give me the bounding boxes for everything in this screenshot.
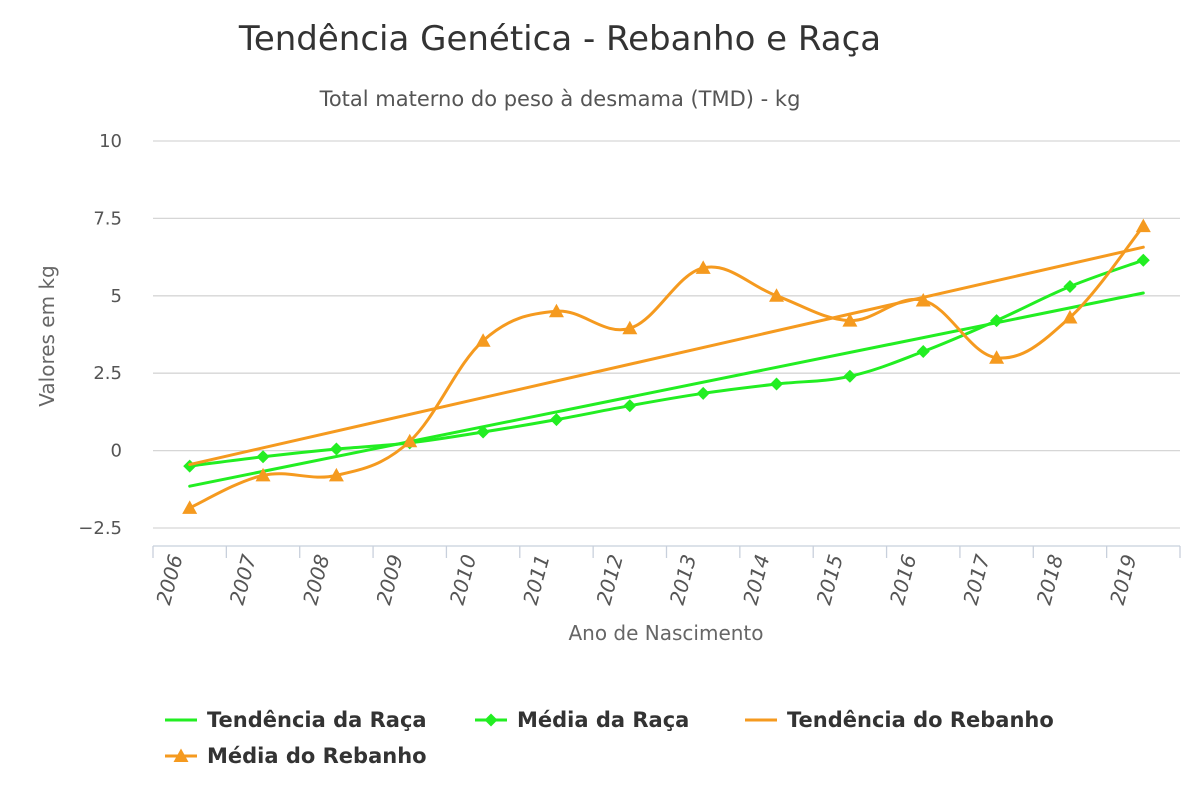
data-point-diamond [1136, 253, 1150, 267]
series-m-dia-da-ra-a [183, 253, 1150, 473]
data-point-diamond [256, 450, 270, 464]
series-line [188, 258, 1145, 468]
data-point-triangle [915, 292, 931, 307]
chart-subtitle: Total materno do peso à desmama (TMD) - … [319, 87, 801, 111]
data-point-diamond [990, 314, 1004, 328]
x-tick-label: 2008 [298, 552, 334, 607]
chart-title: Tendência Genética - Rebanho e Raça [238, 19, 881, 59]
data-point-triangle [695, 260, 711, 274]
series-line [188, 224, 1145, 510]
data-point-diamond [1063, 280, 1077, 294]
x-tick-label: 2018 [1032, 552, 1068, 607]
data-point-triangle [989, 350, 1005, 364]
legend-label: Tendência do Rebanho [787, 708, 1054, 732]
data-point-diamond [916, 345, 930, 359]
series-layer [182, 218, 1151, 514]
y-tick-label: 2.5 [93, 363, 122, 384]
x-tick-label: 2014 [738, 552, 774, 607]
data-point-triangle [769, 288, 785, 302]
x-tick-label: 2019 [1105, 552, 1141, 607]
legend-item[interactable]: Tendência da Raça [165, 708, 427, 732]
data-point-triangle [255, 467, 271, 482]
data-point-triangle [622, 320, 638, 335]
x-axis-label: Ano de Nascimento [568, 621, 763, 645]
legend-label: Tendência da Raça [207, 708, 427, 732]
data-point-triangle [182, 500, 198, 514]
data-point-triangle [548, 303, 564, 318]
data-point-diamond [549, 413, 563, 427]
series-line [188, 245, 1145, 467]
x-axis: 2006 2007 2008 2009 2010 2011 2012 2013 2014 2015… [151, 545, 1181, 608]
data-point-diamond [623, 399, 637, 413]
x-tick-label: 2017 [958, 552, 994, 608]
series-tend-ncia-do-rebanho [188, 245, 1145, 467]
legend-item[interactable]: Média da Raça [475, 708, 689, 732]
data-point-triangle [328, 467, 344, 482]
x-tick-label: 2016 [885, 552, 921, 607]
data-point-triangle [1135, 218, 1151, 233]
x-tick-label: 2009 [371, 552, 407, 607]
data-point-diamond [843, 369, 857, 383]
data-point-diamond [476, 425, 490, 439]
legend-label: Média da Raça [517, 708, 689, 732]
data-point-triangle [842, 313, 858, 327]
y-tick-label: 0 [111, 441, 122, 462]
x-tick-label: 2015 [812, 552, 848, 607]
x-tick-label: 2012 [591, 552, 627, 607]
y-axis-ticks: −2.5 0 2.5 5 7.5 10 [78, 131, 122, 539]
y-tick-label: 10 [99, 131, 122, 152]
data-point-diamond [484, 713, 498, 727]
data-point-triangle [402, 433, 418, 448]
y-tick-label: 7.5 [93, 208, 122, 229]
data-point-triangle [1062, 309, 1078, 324]
data-point-diamond [696, 386, 710, 400]
data-point-diamond [329, 442, 343, 456]
x-tick-label: 2006 [151, 552, 187, 607]
x-tick-label: 2013 [665, 552, 701, 607]
y-tick-label: 5 [111, 286, 122, 307]
data-point-triangle [475, 333, 491, 347]
legend-item[interactable]: Média do Rebanho [165, 744, 427, 768]
data-point-diamond [183, 459, 197, 473]
data-point-triangle [173, 748, 189, 762]
y-axis-label: Valores em kg [35, 265, 59, 406]
x-tick-label: 2010 [445, 552, 481, 607]
data-point-diamond [770, 377, 784, 391]
legend-label: Média do Rebanho [207, 744, 427, 768]
gridlines [153, 140, 1180, 529]
x-tick-label: 2007 [225, 552, 261, 608]
legend-item[interactable]: Tendência do Rebanho [745, 708, 1054, 732]
series-m-dia-do-rebanho [182, 218, 1151, 514]
legend: Tendência da Raça Média da Raça Tendência … [165, 708, 1054, 768]
y-tick-label: −2.5 [78, 518, 122, 539]
x-tick-label: 2011 [518, 552, 554, 607]
